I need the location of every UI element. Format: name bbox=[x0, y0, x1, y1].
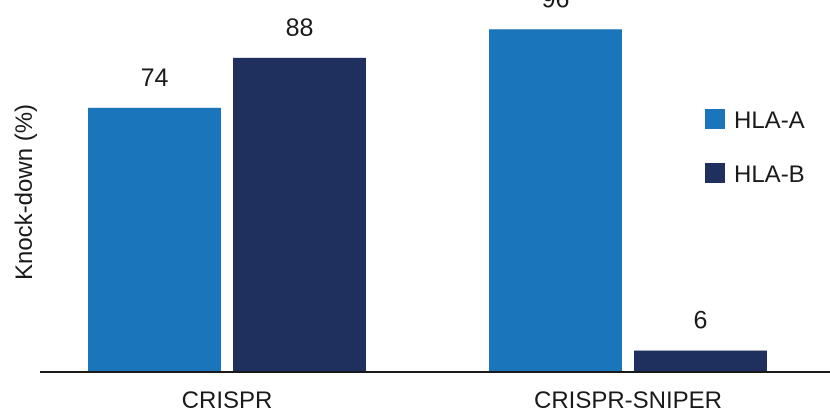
legend-swatch-hla-a bbox=[705, 109, 725, 129]
data-labels-layer: 74 88 96 6 bbox=[141, 0, 708, 335]
legend-label-hla-b: HLA-B bbox=[734, 161, 805, 188]
data-label-hla-b-crispr: 88 bbox=[286, 14, 314, 42]
x-tick-label-crispr: CRISPR bbox=[182, 387, 273, 414]
legend-label-hla-a: HLA-A bbox=[734, 107, 805, 134]
legend: HLA-A HLA-B bbox=[705, 107, 805, 188]
bar-hla-b-crispr bbox=[233, 57, 366, 373]
legend-swatch-hla-b bbox=[705, 163, 725, 183]
bar-hla-a-crispr-sniper bbox=[489, 29, 622, 373]
bars-layer bbox=[88, 29, 767, 373]
x-tick-label-crispr-sniper: CRISPR-SNIPER bbox=[534, 387, 722, 414]
x-tick-labels: CRISPR CRISPR-SNIPER bbox=[182, 387, 722, 414]
data-label-hla-b-crispr-sniper: 6 bbox=[694, 307, 708, 335]
data-label-hla-a-crispr: 74 bbox=[141, 64, 169, 92]
y-axis-title: Knock-down (%) bbox=[11, 104, 38, 280]
bar-hla-a-crispr bbox=[88, 107, 221, 372]
data-label-hla-a-crispr-sniper: 96 bbox=[542, 0, 570, 13]
bar-hla-b-crispr-sniper bbox=[634, 350, 767, 372]
